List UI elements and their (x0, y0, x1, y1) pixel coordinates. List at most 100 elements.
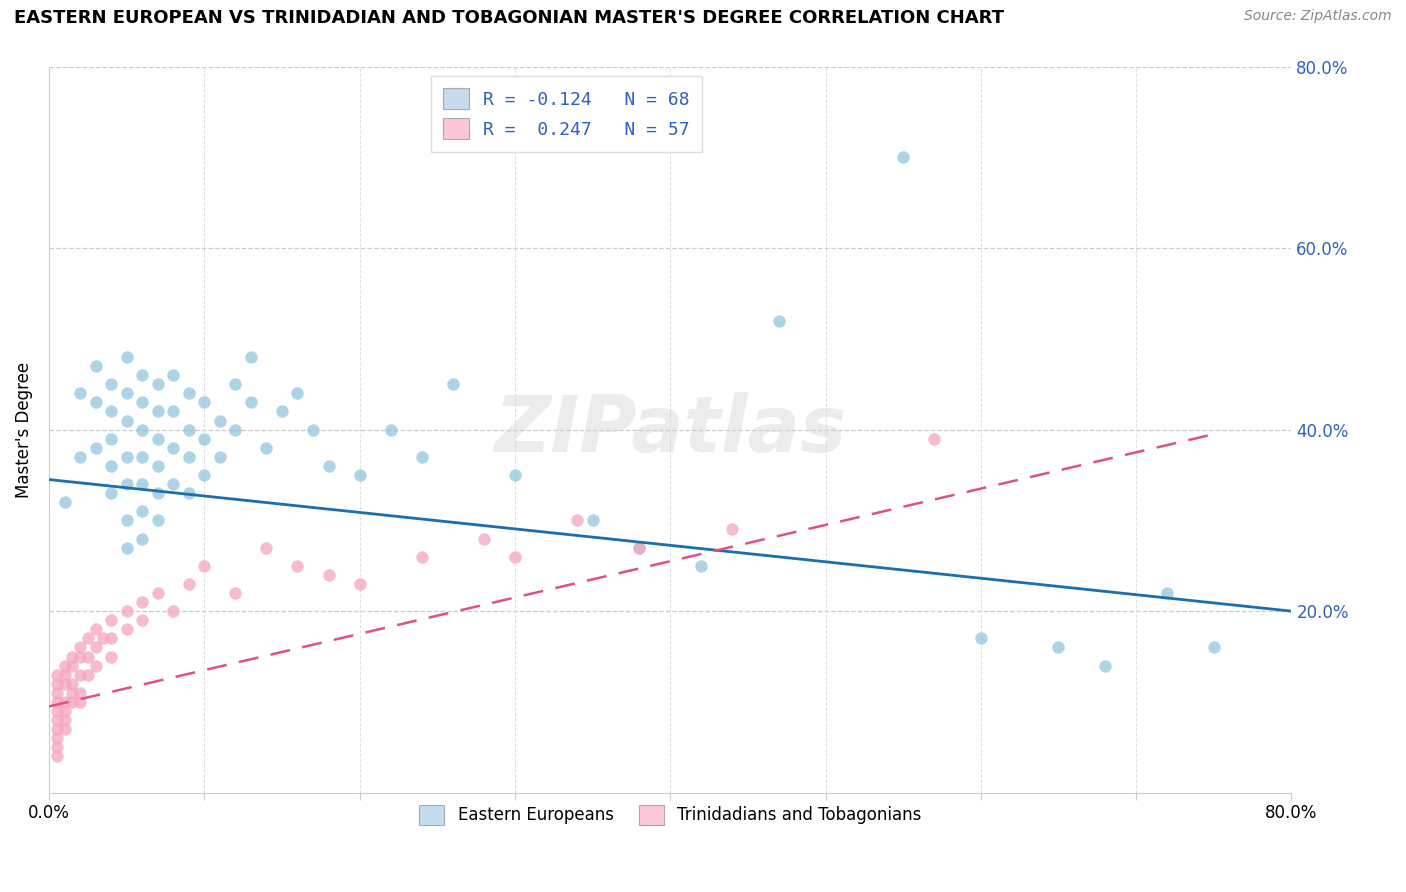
Point (239, 350, 262, 364)
Point (1094, 658, 1116, 673)
Point (349, 577, 371, 591)
Point (84, 658, 107, 673)
Point (162, 441, 184, 455)
Point (69, 667, 91, 681)
Point (208, 450, 231, 464)
Point (193, 468, 215, 483)
Point (162, 477, 184, 491)
Point (146, 458, 169, 473)
Point (162, 604, 184, 618)
Point (411, 450, 433, 464)
Point (84, 359, 107, 373)
Point (45, 713, 67, 727)
Point (628, 541, 651, 555)
Point (53, 713, 76, 727)
Point (53, 667, 76, 681)
Point (100, 458, 122, 473)
Point (146, 432, 169, 446)
Point (162, 368, 184, 383)
Point (318, 458, 340, 473)
Point (45, 740, 67, 755)
Point (922, 432, 945, 446)
Point (177, 450, 200, 464)
Point (69, 640, 91, 655)
Point (91, 632, 114, 646)
Point (146, 586, 169, 600)
Point (224, 377, 246, 392)
Point (45, 722, 67, 736)
Point (208, 413, 231, 427)
Point (115, 450, 138, 464)
Point (472, 532, 495, 546)
Point (45, 749, 67, 764)
Point (146, 513, 169, 527)
Point (177, 386, 200, 401)
Point (349, 468, 371, 483)
Point (76, 667, 98, 681)
Point (115, 477, 138, 491)
Point (380, 423, 402, 437)
Point (45, 731, 67, 746)
Point (84, 441, 107, 455)
Point (45, 677, 67, 691)
Point (69, 450, 91, 464)
Point (193, 558, 215, 573)
Point (100, 432, 122, 446)
Point (60, 649, 83, 664)
Point (53, 677, 76, 691)
Point (100, 404, 122, 418)
Point (690, 558, 713, 573)
Point (503, 468, 526, 483)
Point (146, 404, 169, 418)
Point (287, 558, 309, 573)
Point (115, 622, 138, 636)
Point (53, 722, 76, 736)
Point (254, 441, 277, 455)
Point (115, 513, 138, 527)
Point (131, 595, 153, 609)
Text: Source: ZipAtlas.com: Source: ZipAtlas.com (1244, 9, 1392, 23)
Text: EASTERN EUROPEAN VS TRINIDADIAN AND TOBAGONIAN MASTER'S DEGREE CORRELATION CHART: EASTERN EUROPEAN VS TRINIDADIAN AND TOBA… (14, 9, 1004, 27)
Point (69, 686, 91, 700)
Point (100, 486, 122, 500)
Point (768, 314, 790, 328)
Point (254, 541, 277, 555)
Point (721, 523, 744, 537)
Point (60, 677, 83, 691)
Point (1047, 640, 1070, 655)
Point (69, 386, 91, 401)
Point (53, 695, 76, 709)
Point (131, 504, 153, 518)
Y-axis label: Master's Degree: Master's Degree (15, 361, 32, 498)
Point (441, 377, 464, 392)
Point (1156, 586, 1178, 600)
Point (177, 486, 200, 500)
Point (628, 541, 651, 555)
Point (69, 695, 91, 709)
Point (53, 495, 76, 509)
Point (239, 395, 262, 409)
Point (224, 423, 246, 437)
Point (302, 423, 325, 437)
Point (84, 622, 107, 636)
Text: ZIPatlas: ZIPatlas (494, 392, 846, 467)
Point (411, 549, 433, 564)
Point (60, 658, 83, 673)
Point (60, 686, 83, 700)
Point (162, 404, 184, 418)
Point (45, 686, 67, 700)
Point (193, 395, 215, 409)
Point (891, 150, 914, 164)
Point (287, 386, 309, 401)
Point (69, 649, 91, 664)
Point (970, 632, 993, 646)
Point (177, 577, 200, 591)
Point (131, 477, 153, 491)
Point (193, 432, 215, 446)
Point (115, 386, 138, 401)
Point (131, 613, 153, 627)
Point (131, 423, 153, 437)
Point (100, 613, 122, 627)
Point (131, 395, 153, 409)
Point (84, 640, 107, 655)
